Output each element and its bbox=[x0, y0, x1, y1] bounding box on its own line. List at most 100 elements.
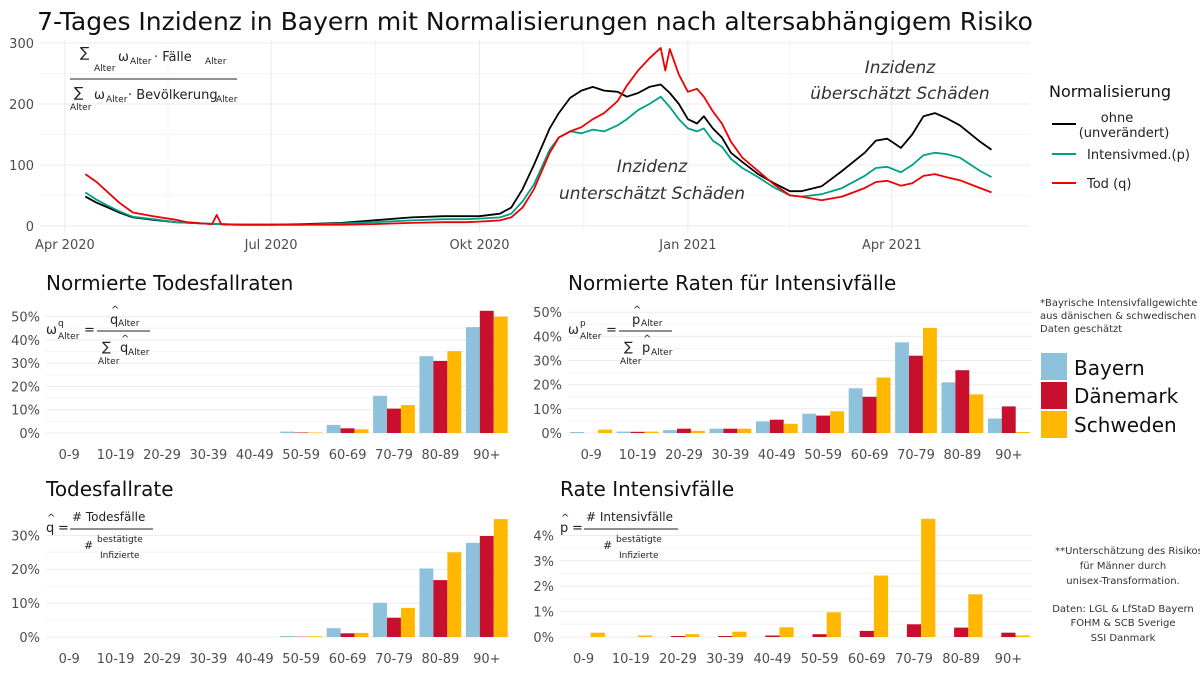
panel-x-tick-label: 80-89 bbox=[422, 448, 460, 463]
bar-schweden bbox=[779, 627, 794, 637]
bar-schweden bbox=[308, 432, 323, 433]
bar-schweden bbox=[637, 635, 653, 637]
panel-x-tick-label: 20-29 bbox=[665, 448, 703, 463]
panel-y-tick-label: 0% bbox=[19, 427, 40, 442]
bar-schweden bbox=[830, 411, 845, 433]
bar-schweden bbox=[737, 428, 752, 433]
legend-title: Normalisierung bbox=[1049, 82, 1171, 101]
formula-tl-sup: q bbox=[58, 319, 64, 329]
panel-x-tick-label: 20-29 bbox=[143, 652, 181, 667]
panel-rate-intensivfaelle: Rate Intensivfälle 0% 1% 2% 3% 4% 0-9 10-19 20-2… bbox=[533, 477, 1032, 667]
panel-x-tick-label: 80-89 bbox=[942, 652, 980, 667]
panel-x-tick-label: 70-79 bbox=[897, 448, 935, 463]
panel-y-tick-label: 20% bbox=[11, 380, 40, 395]
panel-todesfallrate: Todesfallrate 0% 10% 20% 30% 0-9 10-19 20-29 30-… bbox=[11, 477, 510, 667]
formula-bl-den-bot: Infizierte bbox=[100, 551, 140, 561]
bar-daenemark bbox=[340, 428, 355, 433]
panel-x-tick-label: 20-29 bbox=[143, 448, 181, 463]
panel-x-tick-label: 50-59 bbox=[282, 652, 320, 667]
bar-legend-key-bayern bbox=[1041, 353, 1067, 380]
top-y-tick-label: 300 bbox=[9, 37, 34, 52]
bar-daenemark bbox=[479, 310, 494, 433]
formula-bl-den-top: bestätigte bbox=[97, 535, 143, 545]
footnote-line-3: unisex-Transformation. bbox=[1066, 576, 1179, 587]
top-x-tick-label: Okt 2020 bbox=[449, 238, 509, 253]
incidence-line-chart: 0 100 200 300 Apr 2020 Jul 2020 Okt 2020 Jan 20… bbox=[9, 37, 1190, 253]
bar-bayern bbox=[987, 418, 1002, 433]
formula-num-under: Alter bbox=[94, 64, 116, 74]
formula-tr-den-sum: ∑ bbox=[624, 340, 633, 355]
formula-tr-lhs: ω bbox=[568, 323, 579, 338]
bar-bayern bbox=[755, 421, 770, 433]
annotation-left-line1: Inzidenz bbox=[617, 157, 688, 177]
panel-x-tick-label: 90+ bbox=[473, 448, 500, 463]
panel-x-tick-label: 50-59 bbox=[804, 448, 842, 463]
bar-daenemark bbox=[859, 630, 874, 637]
formula-tr-eq: = bbox=[606, 323, 617, 338]
bar-bayern bbox=[326, 628, 341, 637]
bar-bayern bbox=[848, 388, 863, 433]
bar-schweden bbox=[447, 351, 462, 433]
bar-bayern bbox=[465, 542, 480, 637]
top-x-tick-label: Jul 2020 bbox=[244, 238, 298, 253]
bar-legend-label-daenemark: Dänemark bbox=[1074, 384, 1179, 408]
bar-bayern bbox=[802, 413, 817, 433]
formula-num-w: ω bbox=[118, 50, 129, 65]
panel-y-tick-label: 40% bbox=[533, 330, 562, 345]
bar-schweden bbox=[598, 429, 613, 433]
panel-x-tick-label: 40-49 bbox=[236, 448, 274, 463]
bar-daenemark bbox=[816, 415, 831, 433]
bar-schweden bbox=[590, 632, 605, 637]
panel-normierte-todesfallraten: Normierte Todesfallraten 0% 10% 20% 30% 40% 50… bbox=[11, 271, 510, 463]
formula-den-sub: Alter bbox=[106, 95, 128, 105]
panel-y-tick-label: 30% bbox=[11, 357, 40, 372]
panel-title: Normierte Raten für Intensivfälle bbox=[568, 271, 896, 295]
series-line-tod bbox=[84, 47, 992, 226]
formula-tl-num-sub: Alter bbox=[118, 319, 140, 329]
legend-label-ohne-1: ohne bbox=[1101, 111, 1133, 126]
top-formula: ∑ ω Alter · Fälle Alter Alter ∑ ω Alter … bbox=[70, 45, 238, 113]
formula-den-dot: · Bevölkerung bbox=[128, 88, 218, 103]
formula-tr-hat: ^ bbox=[633, 305, 641, 316]
bar-bayern bbox=[709, 428, 724, 433]
formula-tl-lhs: ω bbox=[46, 323, 57, 338]
bar-daenemark bbox=[955, 370, 970, 433]
panel-y-tick-label: 0% bbox=[533, 631, 554, 646]
bar-schweden bbox=[968, 594, 983, 637]
panel-y-tick-label: 30% bbox=[533, 355, 562, 370]
formula-br-num: # Intensivfälle bbox=[586, 510, 673, 524]
panel-y-tick-label: 1% bbox=[533, 606, 554, 621]
footnote-line-6: FOHM & SCB Sverige bbox=[1070, 618, 1175, 629]
bar-daenemark bbox=[718, 636, 733, 637]
formula-br-eq: = bbox=[572, 521, 583, 536]
main-title: 7-Tages Inzidenz in Bayern mit Normalisi… bbox=[37, 7, 1033, 36]
series-line-ohne bbox=[84, 83, 993, 226]
panel-x-tick-label: 40-49 bbox=[754, 652, 792, 667]
bar-daenemark bbox=[765, 635, 780, 637]
bar-schweden bbox=[1015, 635, 1030, 637]
formula-tr-den-q: p bbox=[642, 341, 650, 356]
formula-br-lhs: p bbox=[560, 521, 568, 536]
panel-title: Todesfallrate bbox=[45, 477, 174, 501]
top-x-tick-label: Apr 2021 bbox=[862, 238, 922, 253]
panel-y-tick-label: 2% bbox=[533, 580, 554, 595]
bar-schweden bbox=[447, 552, 462, 637]
top-x-tick-label: Jan 2021 bbox=[658, 238, 716, 253]
formula-tr-sup: p bbox=[580, 319, 586, 329]
bar-bayern bbox=[570, 432, 585, 433]
bar-legend-key-daenemark bbox=[1041, 382, 1067, 409]
formula-tr-num-sub: Alter bbox=[641, 319, 663, 329]
formula-tr-sub: Alter bbox=[580, 332, 602, 342]
bar-schweden bbox=[308, 636, 323, 637]
formula-bl-num: # Todesfälle bbox=[72, 510, 145, 524]
formula-br-den-bot: Infizierte bbox=[619, 551, 659, 561]
formula-tl-den-q: q bbox=[120, 341, 128, 356]
bar-schweden bbox=[354, 429, 369, 433]
bar-legend-note-1: *Bayrische Intensivfallgewichte bbox=[1040, 298, 1197, 309]
panel-y-tick-label: 40% bbox=[11, 334, 40, 349]
panel-x-tick-label: 10-19 bbox=[97, 448, 135, 463]
bar-schweden bbox=[354, 632, 369, 637]
bar-daenemark bbox=[433, 360, 448, 433]
panel-x-tick-label: 0-9 bbox=[573, 652, 594, 667]
formula-num-sub: Alter bbox=[130, 57, 152, 67]
